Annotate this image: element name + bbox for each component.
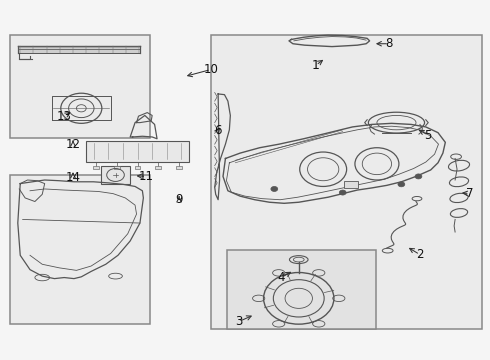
- Text: 1: 1: [312, 59, 320, 72]
- Text: 12: 12: [66, 138, 80, 150]
- Bar: [227, 250, 376, 329]
- Text: 5: 5: [424, 129, 432, 142]
- Circle shape: [398, 182, 405, 187]
- Circle shape: [415, 174, 422, 179]
- Text: 4: 4: [277, 271, 285, 284]
- Text: 10: 10: [203, 63, 218, 76]
- Bar: [86, 140, 189, 162]
- Bar: [114, 166, 120, 168]
- Bar: [155, 166, 161, 168]
- Circle shape: [339, 190, 346, 195]
- Text: 7: 7: [466, 187, 473, 200]
- Text: 2: 2: [416, 248, 424, 261]
- Text: 8: 8: [386, 37, 393, 50]
- Text: 3: 3: [235, 315, 243, 328]
- Bar: [176, 166, 182, 168]
- Text: 9: 9: [175, 193, 183, 206]
- Bar: [135, 166, 141, 168]
- Circle shape: [271, 186, 278, 192]
- Bar: [10, 175, 150, 324]
- Bar: [101, 166, 130, 184]
- Bar: [211, 35, 482, 329]
- Text: 14: 14: [66, 171, 80, 184]
- Text: 11: 11: [139, 170, 154, 183]
- Text: 6: 6: [215, 124, 222, 137]
- Bar: [343, 181, 358, 188]
- Bar: [93, 166, 99, 168]
- Text: 13: 13: [57, 110, 72, 123]
- Bar: [10, 36, 150, 138]
